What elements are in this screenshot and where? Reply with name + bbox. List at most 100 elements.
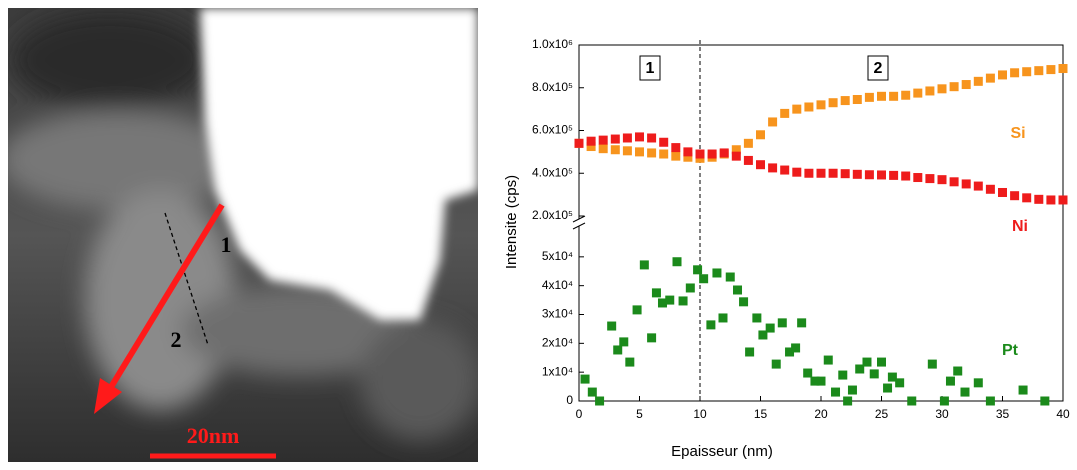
marker — [973, 181, 983, 191]
marker — [864, 92, 874, 102]
marker — [877, 170, 886, 180]
marker — [768, 163, 778, 173]
marker — [706, 320, 716, 330]
marker — [828, 98, 838, 108]
marker — [855, 364, 865, 374]
marker — [939, 396, 949, 406]
marker — [733, 285, 743, 295]
marker — [1022, 67, 1032, 77]
marker — [635, 147, 644, 157]
marker — [973, 378, 983, 388]
marker — [610, 134, 620, 144]
marker — [785, 347, 795, 357]
marker — [765, 323, 775, 333]
series-label: Ni — [1012, 218, 1028, 235]
marker — [985, 73, 995, 83]
marker — [937, 175, 947, 185]
marker — [586, 142, 596, 152]
y-tick-label: 2x10⁴ — [542, 336, 573, 350]
marker — [791, 343, 801, 353]
marker — [887, 372, 897, 382]
marker — [752, 313, 762, 323]
marker — [998, 70, 1007, 80]
region-label: 1 — [646, 60, 655, 77]
micrograph-image — [8, 8, 478, 462]
marker — [823, 355, 833, 365]
marker — [756, 130, 765, 140]
marker — [647, 148, 657, 158]
region-label-box — [867, 55, 889, 81]
marker — [1034, 66, 1044, 76]
marker — [1034, 194, 1044, 204]
marker — [1022, 193, 1032, 203]
marker — [792, 167, 802, 177]
axis-break — [572, 222, 586, 230]
scale-bar-label: 20nm — [187, 423, 240, 448]
marker — [804, 168, 814, 178]
marker — [647, 333, 657, 343]
marker — [816, 168, 826, 178]
marker — [695, 149, 705, 159]
x-tick-label: 5 — [636, 407, 643, 421]
y-tick-label: 1.0x10⁶ — [532, 37, 573, 51]
axis-break — [573, 219, 585, 226]
marker — [907, 396, 917, 406]
marker — [985, 184, 995, 194]
marker — [672, 257, 682, 267]
marker — [780, 165, 790, 175]
marker — [777, 318, 787, 328]
marker — [719, 149, 729, 159]
marker — [927, 359, 937, 369]
marker — [1010, 191, 1020, 201]
marker — [889, 91, 899, 101]
marker — [580, 374, 590, 384]
marker — [712, 268, 722, 278]
marker — [1058, 195, 1068, 205]
marker — [693, 265, 703, 275]
marker — [595, 396, 605, 406]
x-axis-label: Epaisseur (nm) — [671, 443, 773, 460]
image-label: 1 — [221, 232, 232, 257]
x-tick-label: 30 — [935, 407, 949, 421]
marker — [1040, 396, 1050, 406]
marker — [1018, 385, 1028, 395]
marker — [852, 169, 862, 179]
plot-frame — [578, 44, 1064, 402]
micrograph: 1 2 20nm — [8, 8, 478, 462]
marker — [838, 370, 848, 380]
marker — [961, 80, 971, 90]
marker — [843, 396, 853, 406]
marker — [632, 305, 642, 315]
marker — [639, 260, 649, 270]
marker — [586, 136, 596, 146]
marker — [622, 133, 632, 143]
x-tick-label: 40 — [1056, 407, 1070, 421]
marker — [925, 86, 935, 96]
marker — [810, 376, 820, 386]
y-axis-label: Intensite (cps) — [503, 175, 520, 269]
marker — [877, 91, 886, 101]
marker — [613, 345, 623, 355]
marker — [665, 295, 675, 305]
series-label: Si — [1010, 125, 1025, 142]
marker — [699, 274, 709, 284]
marker — [743, 155, 753, 165]
marker — [883, 383, 893, 393]
marker — [803, 368, 813, 378]
marker — [685, 283, 695, 293]
marker — [913, 88, 923, 98]
axis-break — [572, 215, 586, 223]
marker — [683, 152, 693, 162]
marker — [816, 376, 826, 386]
image-label: 2 — [171, 327, 182, 352]
marker — [840, 169, 850, 179]
marker — [771, 359, 781, 369]
x-tick-label: 20 — [814, 407, 828, 421]
marker — [719, 148, 729, 158]
marker — [945, 376, 955, 386]
marker — [731, 145, 741, 155]
marker — [598, 135, 608, 145]
marker — [678, 296, 688, 306]
marker — [913, 173, 923, 183]
marker — [610, 145, 620, 155]
